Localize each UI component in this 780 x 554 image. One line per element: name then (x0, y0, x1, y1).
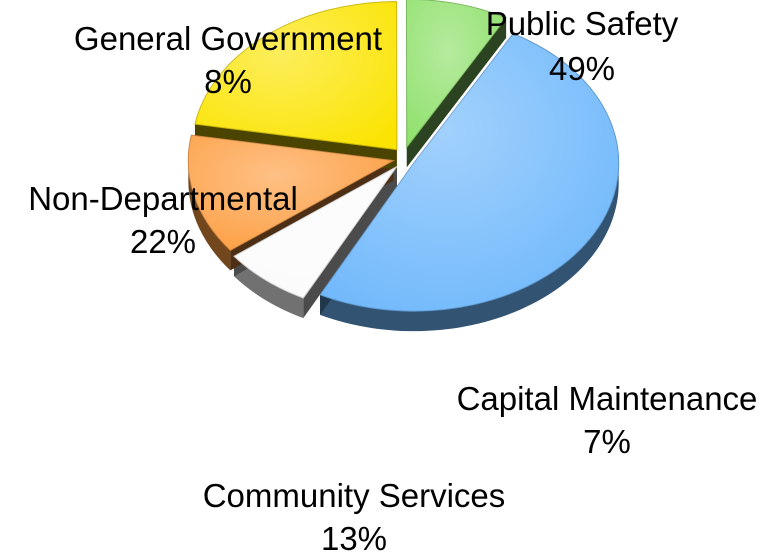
slice-highlight-public-safety (320, 33, 619, 312)
label-non-departmental-value: 22% (130, 223, 196, 260)
label-community-services-value: 13% (321, 520, 387, 554)
pie-tops (187, 0, 620, 312)
slice-side-public-safety (320, 163, 619, 332)
slice-side-capital-maintenance (234, 256, 304, 319)
label-public-safety-value: 49% (549, 50, 615, 87)
label-community-services-name: Community Services (203, 477, 506, 514)
slice-highlight-community-services (188, 135, 394, 251)
label-capital-maintenance-value: 7% (583, 423, 631, 460)
label-non-departmental-name: Non-Departmental (28, 180, 298, 217)
label-public-safety-name: Public Safety (486, 5, 679, 42)
slice-wall-capital-maintenance-0 (303, 166, 397, 319)
label-capital-maintenance-name: Capital Maintenance (457, 380, 758, 417)
label-general-government-value: 8% (204, 63, 252, 100)
slice-highlight-capital-maintenance (234, 166, 397, 299)
slice-side-community-services (188, 160, 231, 271)
legend-labels: Public Safety 49% Capital Maintenance 7%… (28, 5, 757, 554)
label-general-government-name: General Government (74, 20, 382, 57)
slice-highlight-non-departmental (194, 1, 397, 150)
slice-highlight-general-government (406, 0, 507, 148)
slice-wall-general-government-1 (406, 17, 507, 168)
